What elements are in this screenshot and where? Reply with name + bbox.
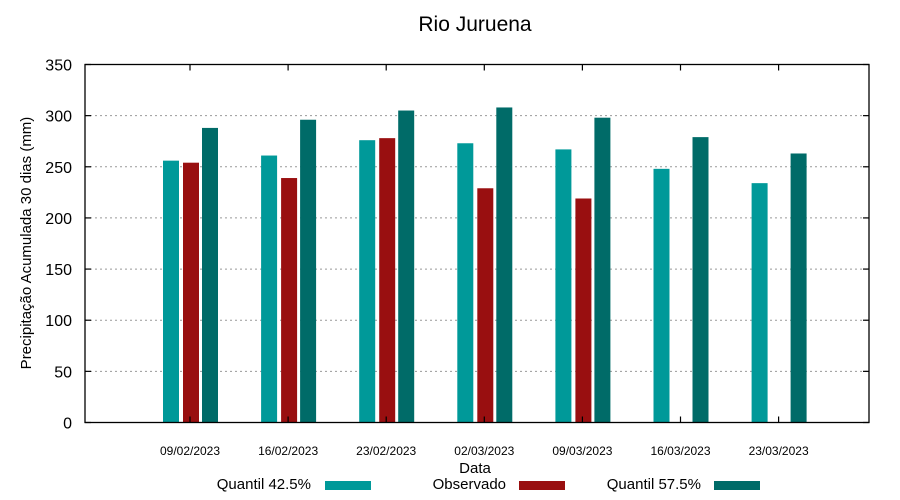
bar-quantil-57-5-	[496, 107, 513, 423]
y-tick-label: 0	[63, 416, 72, 433]
bar-quantil-57-5-	[594, 117, 611, 423]
plot-frame	[84, 63, 870, 424]
x-tick-label: 09/03/2023	[552, 444, 612, 458]
y-axis: 0 50 100 150 200 250 300 350	[45, 58, 869, 433]
chart-title: Rio Juruena	[418, 13, 532, 36]
y-axis-label: Precipitação Acumulada 30 dias (mm)	[18, 117, 35, 370]
bar-quantil-42-5-	[653, 168, 670, 423]
legend: Quantil 42.5% Observado Quantil 57.5%	[217, 476, 760, 493]
x-tick-label: 16/03/2023	[650, 444, 710, 458]
x-tick-label: 16/02/2023	[258, 444, 318, 458]
x-tick-label: 23/03/2023	[749, 444, 809, 458]
y-tick-label: 200	[45, 211, 72, 228]
bar-observado	[281, 178, 298, 423]
bar-observado	[379, 138, 396, 423]
bar-quantil-57-5-	[398, 110, 415, 423]
y-tick-label: 350	[45, 58, 72, 75]
x-axis: 09/02/2023 16/02/2023 23/02/2023 02/03/2023…	[160, 64, 809, 458]
bar-quantil-42-5-	[457, 143, 474, 423]
x-axis-label: Data	[459, 460, 491, 477]
x-tick-label: 02/03/2023	[454, 444, 514, 458]
bar-quantil-57-5-	[300, 119, 317, 423]
y-tick-label: 250	[45, 160, 72, 177]
y-tick-label: 150	[45, 262, 72, 279]
y-tick-label: 50	[54, 364, 72, 381]
legend-swatch	[714, 481, 760, 490]
legend-swatch	[325, 481, 371, 490]
bars	[163, 107, 807, 423]
legend-label: Observado	[433, 476, 506, 493]
bar-quantil-42-5-	[261, 155, 278, 423]
bar-quantil-57-5-	[692, 137, 709, 423]
y-tick-label: 100	[45, 313, 72, 330]
x-tick-label: 23/02/2023	[356, 444, 416, 458]
legend-swatch	[519, 481, 565, 490]
bar-observado	[183, 162, 199, 423]
x-tick-label: 09/02/2023	[160, 444, 220, 458]
bar-observado	[575, 198, 592, 423]
legend-label: Quantil 57.5%	[607, 476, 701, 493]
y-tick-label: 300	[45, 109, 72, 126]
bar-quantil-42-5-	[359, 140, 376, 423]
bar-quantil-42-5-	[751, 183, 768, 423]
bar-observado	[477, 188, 494, 423]
bar-quantil-57-5-	[202, 127, 218, 423]
legend-label: Quantil 42.5%	[217, 476, 311, 493]
bar-quantil-42-5-	[163, 160, 179, 423]
bar-quantil-42-5-	[555, 149, 572, 423]
bar-quantil-57-5-	[790, 153, 807, 423]
